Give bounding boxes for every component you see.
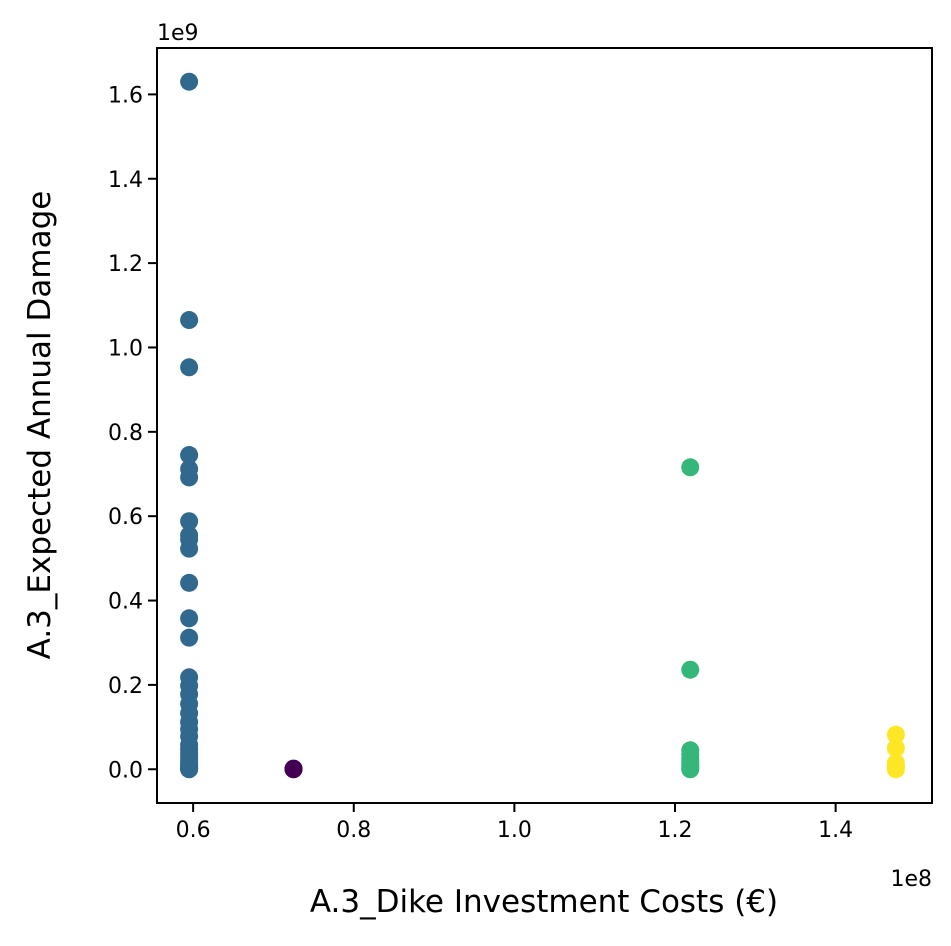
y-axis-label: A.3_Expected Annual Damage xyxy=(22,191,58,660)
x-axis-offset-label: 1e8 xyxy=(890,867,932,892)
x-axis-label: A.3_Dike Investment Costs (€) xyxy=(310,884,778,920)
x-axis-ticks: 0.6 0.8 1.0 1.2 1.4 xyxy=(176,803,853,843)
data-point xyxy=(180,358,199,377)
data-point xyxy=(180,468,199,487)
data-point xyxy=(284,760,303,779)
y-tick-label: 0.0 xyxy=(108,758,143,783)
x-tick-label: 1.4 xyxy=(818,818,853,843)
y-tick-label: 0.2 xyxy=(108,674,143,699)
plot-area-frame xyxy=(156,47,933,804)
data-point xyxy=(886,739,905,758)
y-tick-label: 1.0 xyxy=(108,336,143,361)
y-tick-label: 0.6 xyxy=(108,505,143,530)
y-tick-label: 1.2 xyxy=(108,252,143,277)
y-tick-label: 1.6 xyxy=(108,83,143,108)
data-point xyxy=(180,512,199,531)
data-point xyxy=(681,760,700,779)
data-point xyxy=(180,609,199,628)
x-tick-label: 0.8 xyxy=(336,818,371,843)
y-axis-ticks: 0.0 0.2 0.4 0.6 0.8 1.0 1.2 1.4 1.6 xyxy=(108,83,157,783)
data-point xyxy=(180,446,199,465)
x-tick-label: 1.0 xyxy=(497,818,532,843)
data-point xyxy=(180,539,199,558)
data-point xyxy=(681,660,700,679)
data-point xyxy=(180,573,199,592)
y-tick-label: 0.4 xyxy=(108,590,143,615)
data-point xyxy=(180,760,199,779)
data-point xyxy=(180,72,199,91)
data-point xyxy=(681,458,700,477)
data-point xyxy=(886,725,905,744)
x-tick-label: 1.2 xyxy=(658,818,693,843)
data-point xyxy=(180,311,199,330)
x-tick-label: 0.6 xyxy=(176,818,211,843)
points-layer xyxy=(180,72,905,779)
y-axis-offset-label: 1e9 xyxy=(157,21,199,46)
y-tick-label: 1.4 xyxy=(108,168,143,193)
y-tick-label: 0.8 xyxy=(108,421,143,446)
data-point xyxy=(180,628,199,647)
data-point xyxy=(886,760,905,779)
